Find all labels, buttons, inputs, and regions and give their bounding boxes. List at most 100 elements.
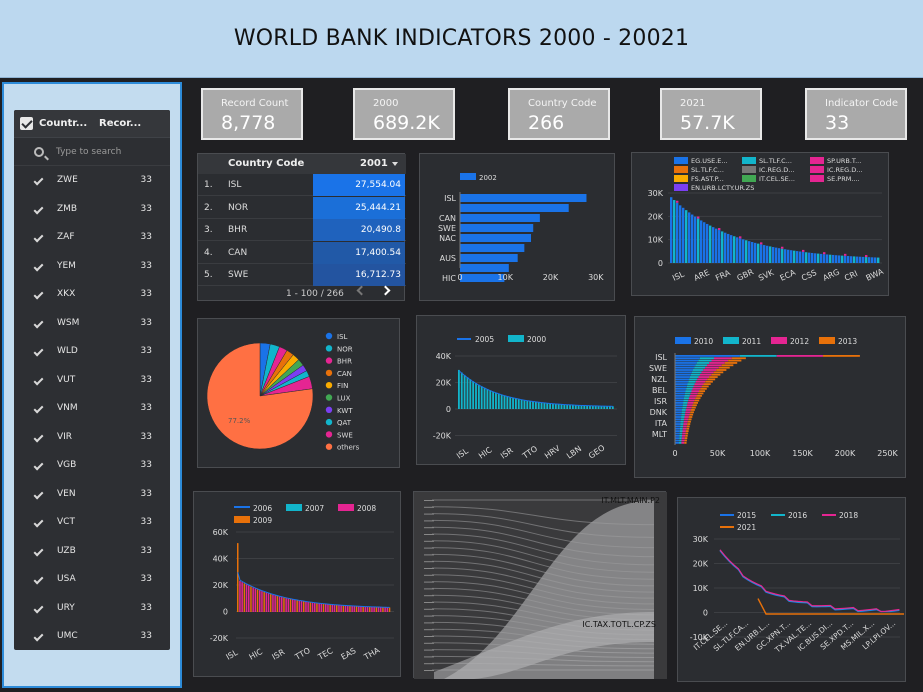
country-filter-control[interactable]: Countr... Recor... Type to search ZWE 33 Z… xyxy=(14,110,170,650)
bar xyxy=(512,397,514,409)
table-col-2001[interactable]: 2001 xyxy=(360,158,388,169)
filter-row-count: 33 xyxy=(140,602,152,613)
bar xyxy=(254,588,257,612)
check-icon[interactable] xyxy=(33,460,44,471)
filter-col-country[interactable]: Countr... xyxy=(39,118,88,129)
legend-label: LUX xyxy=(337,395,351,403)
bar-segment xyxy=(689,376,699,378)
series-line xyxy=(719,549,900,613)
table-row[interactable]: 1. ISL 27,554.04 xyxy=(198,174,406,196)
bar-segment xyxy=(679,441,682,444)
table-row[interactable]: 4. CAN 17,400.54 xyxy=(198,241,406,264)
bar-segment xyxy=(679,427,683,430)
bar xyxy=(526,400,529,409)
check-icon[interactable] xyxy=(33,432,44,442)
node-tick xyxy=(424,629,434,631)
bar xyxy=(358,606,360,612)
check-icon[interactable] xyxy=(33,318,44,328)
check-icon[interactable] xyxy=(33,232,44,243)
filter-row-count: 33 xyxy=(140,346,152,356)
filter-row-usa[interactable]: USA 33 xyxy=(14,566,170,594)
y-tick-label: AUS xyxy=(440,254,456,263)
kpi-value: 57.7K xyxy=(680,112,735,134)
node-tick xyxy=(424,663,434,665)
filter-row-vut[interactable]: VUT 33 xyxy=(14,367,170,395)
filter-row-uzb[interactable]: UZB 33 xyxy=(14,538,170,566)
row-index: 5. xyxy=(204,270,213,280)
y-tick-label: 0 xyxy=(223,608,228,617)
chevron-right-icon[interactable] xyxy=(380,285,391,296)
legend-label: EN.URB.LCTY.UR.ZS xyxy=(691,184,754,192)
bar-segment xyxy=(694,399,700,402)
bar xyxy=(808,252,811,263)
check-icon[interactable] xyxy=(33,489,44,499)
filter-row-vct[interactable]: VCT 33 xyxy=(14,509,170,537)
node-tick xyxy=(424,540,434,542)
check-icon[interactable] xyxy=(33,261,44,271)
filter-row-umc[interactable]: UMC 33 xyxy=(14,623,170,650)
flow-label: IC.TAX.TOTL.CP.ZS xyxy=(582,620,656,629)
check-icon[interactable] xyxy=(33,375,44,385)
check-icon[interactable] xyxy=(33,603,44,613)
check-icon[interactable] xyxy=(33,346,44,357)
bar xyxy=(517,398,520,409)
filter-row-zmb[interactable]: ZMB 33 xyxy=(14,196,170,224)
bar-segment xyxy=(675,418,681,421)
bar-segment xyxy=(682,404,688,407)
filter-row-code: WSM xyxy=(57,317,80,328)
x-tick-label: 10K xyxy=(498,273,514,282)
filter-col-records[interactable]: Recor... xyxy=(99,118,142,129)
check-icon[interactable] xyxy=(33,289,44,300)
filter-search[interactable]: Type to search xyxy=(14,138,170,166)
node-tick xyxy=(424,622,434,624)
filter-header[interactable]: Countr... Recor... xyxy=(14,110,170,138)
legend-label: IT.CEL.SE... xyxy=(759,175,795,183)
filter-row-vnm[interactable]: VNM 33 xyxy=(14,395,170,423)
bar xyxy=(256,589,259,612)
filter-row-wsm[interactable]: WSM 33 xyxy=(14,310,170,338)
filter-row-xkx[interactable]: XKX 33 xyxy=(14,281,170,309)
table-col-country[interactable]: Country Code xyxy=(228,158,305,169)
check-icon[interactable] xyxy=(33,403,44,414)
filter-row-yem[interactable]: YEM 33 xyxy=(14,253,170,281)
filter-row-zaf[interactable]: ZAF 33 xyxy=(14,224,170,252)
filter-row-count: 33 xyxy=(140,232,152,242)
bar xyxy=(276,595,279,612)
node-tick xyxy=(424,588,434,590)
node-tick xyxy=(424,574,434,576)
search-input[interactable]: Type to search xyxy=(56,146,122,157)
bar xyxy=(805,252,808,263)
select-all-checkbox[interactable] xyxy=(20,117,33,130)
table-row[interactable]: 3. BHR 20,490.8 xyxy=(198,219,406,241)
filter-row-vgb[interactable]: VGB 33 xyxy=(14,452,170,480)
chevron-left-icon[interactable] xyxy=(356,285,367,296)
check-icon[interactable] xyxy=(33,175,44,186)
x-tick-label: ISR xyxy=(499,446,515,461)
table-row[interactable]: 2. NOR 25,444.21 xyxy=(198,196,406,219)
filter-row-wld[interactable]: WLD 33 xyxy=(14,338,170,366)
legend-swatch xyxy=(325,382,333,389)
y-tick-label: -20K xyxy=(433,432,452,441)
row-country: BHR xyxy=(228,225,248,235)
check-icon[interactable] xyxy=(33,631,44,642)
filter-row-zwe[interactable]: ZWE 33 xyxy=(14,167,170,195)
node-tick xyxy=(424,642,434,644)
filter-row-vir[interactable]: VIR 33 xyxy=(14,424,170,452)
check-icon[interactable] xyxy=(33,574,44,585)
bar xyxy=(460,274,505,282)
sort-desc-icon[interactable] xyxy=(392,162,398,166)
filter-row-ven[interactable]: VEN 33 xyxy=(14,481,170,509)
bar xyxy=(463,374,466,409)
bar xyxy=(733,236,736,263)
bar-segment xyxy=(683,399,689,402)
check-icon[interactable] xyxy=(33,517,44,528)
check-icon[interactable] xyxy=(33,546,44,556)
table-row[interactable]: 5. SWE 16,712.73 xyxy=(198,264,406,286)
bar-segment xyxy=(676,200,679,203)
filter-row-ury[interactable]: URY 33 xyxy=(14,595,170,623)
bar-segment xyxy=(683,397,690,400)
bar xyxy=(460,244,525,252)
check-icon[interactable] xyxy=(33,204,44,214)
x-tick-label: 0 xyxy=(457,273,462,282)
chart-flow: IT.MLT.MAIN.P2 IC.TAX.TOTL.CP.ZS xyxy=(413,491,667,679)
